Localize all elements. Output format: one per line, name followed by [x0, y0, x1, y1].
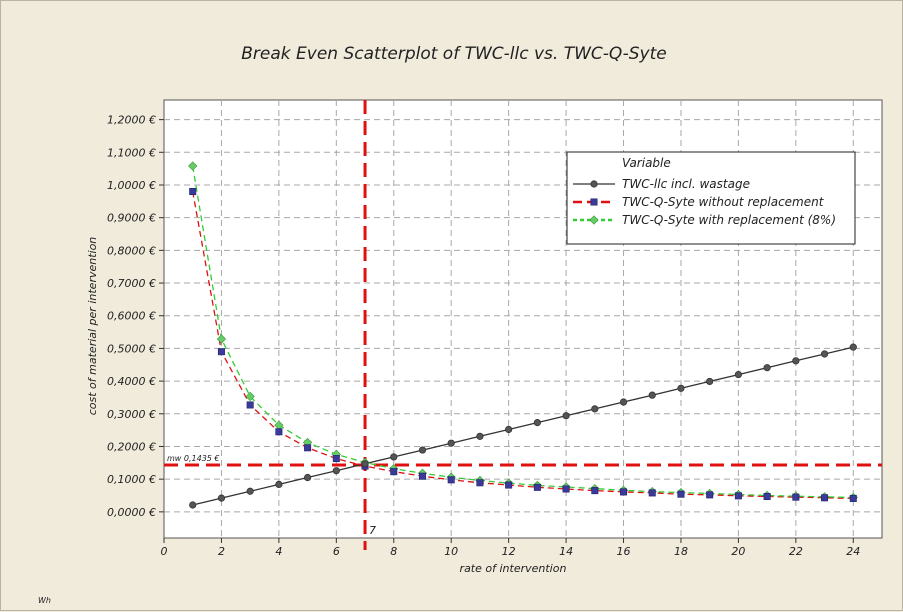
- x-axis-label: rate of intervention: [460, 562, 567, 575]
- y-tick-label: 0,1000 €: [107, 473, 156, 486]
- x-tick-label: 8: [390, 545, 397, 558]
- data-point-series-1: [419, 447, 425, 453]
- data-point-series-1: [764, 365, 770, 371]
- data-point-series-2: [793, 494, 799, 500]
- data-point-series-2: [678, 491, 684, 497]
- data-point-series-1: [793, 358, 799, 364]
- data-point-series-2: [821, 495, 827, 501]
- data-point-series-2: [592, 487, 598, 493]
- data-point-series-1: [362, 461, 368, 467]
- data-point-series-2: [563, 486, 569, 492]
- x-tick-label: 14: [559, 545, 573, 558]
- x-tick-label: 18: [674, 545, 688, 558]
- y-tick-label: 0,3000 €: [107, 408, 156, 421]
- chart-title: Break Even Scatterplot of TWC-llc vs. TW…: [241, 44, 666, 64]
- data-point-series-1: [735, 371, 741, 377]
- data-point-series-1: [563, 413, 569, 419]
- data-point-series-2: [534, 484, 540, 490]
- data-point-series-1: [505, 426, 511, 432]
- data-point-series-2: [419, 473, 425, 479]
- x-tick-label: 20: [731, 545, 745, 558]
- legend-title: Variable: [622, 156, 671, 170]
- data-point-series-1: [821, 351, 827, 357]
- data-point-series-2: [333, 455, 339, 461]
- y-tick-label: 0,4000 €: [107, 375, 156, 388]
- x-tick-label: 2: [218, 545, 225, 558]
- break-even-reference-label: 7: [369, 524, 376, 537]
- data-point-series-1: [534, 419, 540, 425]
- data-point-series-1: [592, 406, 598, 412]
- data-point-series-2: [505, 482, 511, 488]
- data-point-series-2: [591, 199, 597, 205]
- x-tick-label: 0: [161, 545, 168, 558]
- footnote-text: Wh: [38, 596, 51, 605]
- y-tick-label: 1,0000 €: [107, 179, 156, 192]
- data-point-series-1: [276, 481, 282, 487]
- data-point-series-1: [190, 502, 196, 508]
- data-point-series-1: [678, 385, 684, 391]
- data-point-series-1: [448, 440, 454, 446]
- x-tick-label: 6: [333, 545, 340, 558]
- x-tick-label: 24: [846, 545, 860, 558]
- data-point-series-2: [448, 477, 454, 483]
- data-point-series-1: [304, 474, 310, 480]
- legend-label-series-1: TWC-llc incl. wastage: [622, 177, 750, 191]
- y-tick-label: 1,1000 €: [107, 146, 156, 159]
- data-point-series-2: [391, 468, 397, 474]
- y-tick-label: 0,8000 €: [107, 244, 156, 257]
- data-point-series-2: [190, 188, 196, 194]
- data-point-series-2: [620, 489, 626, 495]
- data-point-series-1: [477, 433, 483, 439]
- y-tick-label: 1,2000 €: [107, 114, 156, 127]
- data-point-series-2: [850, 495, 856, 501]
- x-tick-label: 22: [789, 545, 803, 558]
- y-tick-label: 0,2000 €: [107, 440, 156, 453]
- x-tick-label: 10: [444, 545, 458, 558]
- data-point-series-2: [706, 492, 712, 498]
- data-point-series-2: [304, 445, 310, 451]
- y-tick-label: 0,6000 €: [107, 310, 156, 323]
- y-tick-label: 0,0000 €: [107, 506, 156, 519]
- data-point-series-1: [706, 378, 712, 384]
- data-point-series-2: [477, 480, 483, 486]
- x-tick-label: 12: [502, 545, 516, 558]
- legend-label-series-3: TWC-Q-Syte with replacement (8%): [622, 213, 836, 227]
- data-point-series-1: [620, 399, 626, 405]
- data-point-series-1: [591, 181, 597, 187]
- data-point-series-2: [764, 493, 770, 499]
- y-axis-label: cost of material per intervention: [86, 237, 99, 416]
- plot-area: 0 2 4 6 8 10 12 14 16 18 20 22 240,0000 €0,1000 €0,2…: [107, 100, 882, 558]
- data-point-series-1: [850, 344, 856, 350]
- data-point-series-2: [649, 490, 655, 496]
- data-point-series-2: [276, 429, 282, 435]
- data-point-series-1: [247, 488, 253, 494]
- data-point-series-1: [649, 392, 655, 398]
- mean-reference-label: mw 0,1435 €: [167, 454, 220, 463]
- data-point-series-2: [218, 348, 224, 354]
- x-tick-label: 16: [617, 545, 631, 558]
- y-tick-label: 0,9000 €: [107, 212, 156, 225]
- data-point-series-1: [218, 495, 224, 501]
- legend-label-series-2: TWC-Q-Syte without replacement: [622, 195, 825, 209]
- x-tick-label: 4: [275, 545, 282, 558]
- data-point-series-1: [391, 454, 397, 460]
- y-tick-label: 0,5000 €: [107, 342, 156, 355]
- data-point-series-2: [247, 402, 253, 408]
- data-point-series-1: [333, 467, 339, 473]
- data-point-series-2: [735, 493, 741, 499]
- y-tick-label: 0,7000 €: [107, 277, 156, 290]
